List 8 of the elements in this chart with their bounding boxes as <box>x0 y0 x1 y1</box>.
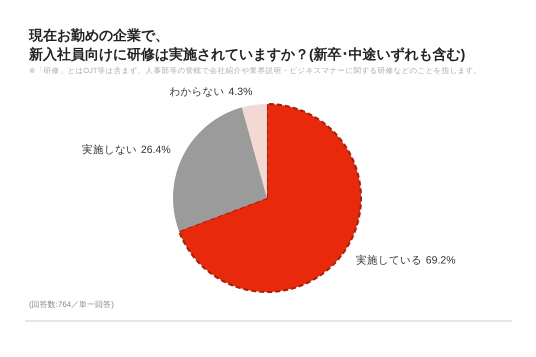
slice-label: 実施しない <box>82 143 137 156</box>
data-label: 26.4% <box>140 144 171 156</box>
data-label: 69.2% <box>426 254 456 266</box>
chart-title: 現在お勤めの企業で、新入社員向けに研修は実施されていますか？(新卒･中途いずれも含む) <box>28 27 466 63</box>
slice-label: わからない <box>170 86 225 98</box>
slice-label: 実施している <box>356 253 422 266</box>
data-label: 4.3% <box>228 86 252 98</box>
text: (回答数:764／単一回答) <box>29 300 114 309</box>
